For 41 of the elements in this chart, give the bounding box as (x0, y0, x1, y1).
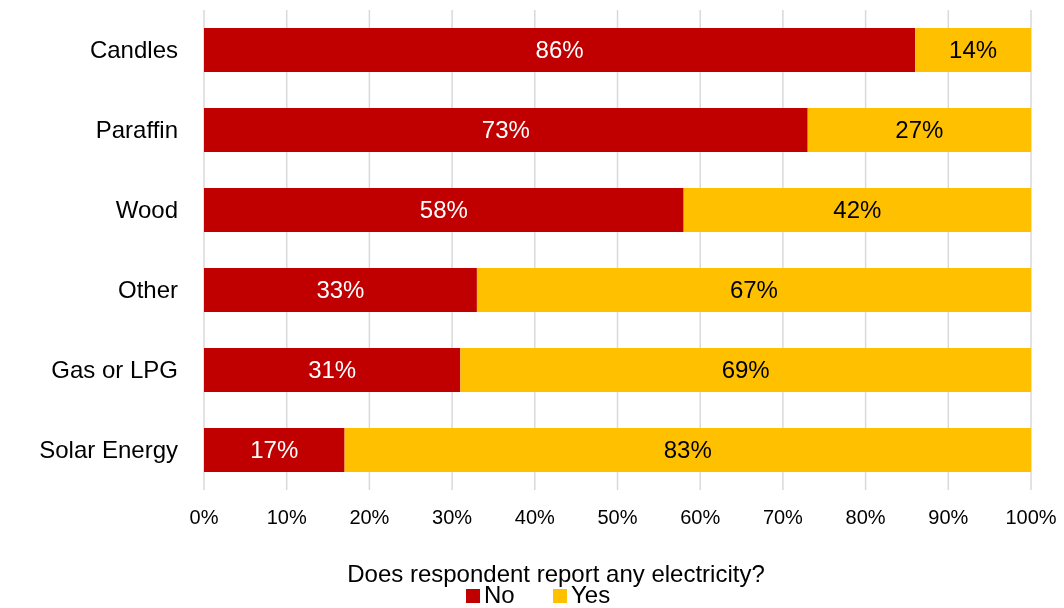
y-tick-label: Candles (89, 36, 178, 64)
x-tick-label: 60% (680, 506, 721, 528)
y-tick-label: Gas or LPG (51, 356, 178, 384)
x-tick-label: 70% (762, 506, 804, 528)
bar (476, 268, 1031, 312)
y-tick-label: Other (117, 276, 178, 304)
bar (460, 348, 1031, 392)
bar (204, 28, 916, 72)
x-tick-label: 40% (514, 506, 556, 528)
bar (204, 268, 477, 312)
data-label: 33% (316, 276, 365, 304)
bar (204, 428, 345, 472)
data-label: 69% (721, 356, 770, 384)
data-label: 67% (729, 276, 778, 304)
bar (915, 28, 1031, 72)
data-label: 14% (949, 36, 998, 64)
x-tick-label: 30% (432, 506, 473, 528)
y-tick-label: Solar Energy (39, 436, 178, 464)
data-label: 83% (663, 436, 712, 464)
x-tick-label: 100% (1005, 506, 1057, 528)
bar (344, 428, 1031, 472)
x-tick-label: 10% (266, 506, 307, 528)
data-label: 86% (535, 36, 584, 64)
x-tick-label: 0% (189, 506, 219, 528)
bar (204, 348, 461, 392)
x-tick-label: 50% (597, 506, 638, 528)
data-label: 42% (833, 196, 882, 224)
data-label: 27% (895, 116, 944, 144)
bar (204, 108, 808, 152)
x-tick-label: 90% (928, 506, 969, 528)
bar (683, 188, 1031, 232)
x-tick-label: 80% (845, 506, 886, 528)
data-label: 31% (308, 356, 357, 384)
y-tick-label: Wood (115, 196, 178, 224)
data-label: 58% (419, 196, 468, 224)
data-label: 17% (250, 436, 299, 464)
bar (204, 188, 684, 232)
bar (807, 108, 1031, 152)
data-label: 73% (481, 116, 530, 144)
y-tick-label: Paraffin (95, 116, 178, 144)
x-tick-label: 20% (349, 506, 390, 528)
